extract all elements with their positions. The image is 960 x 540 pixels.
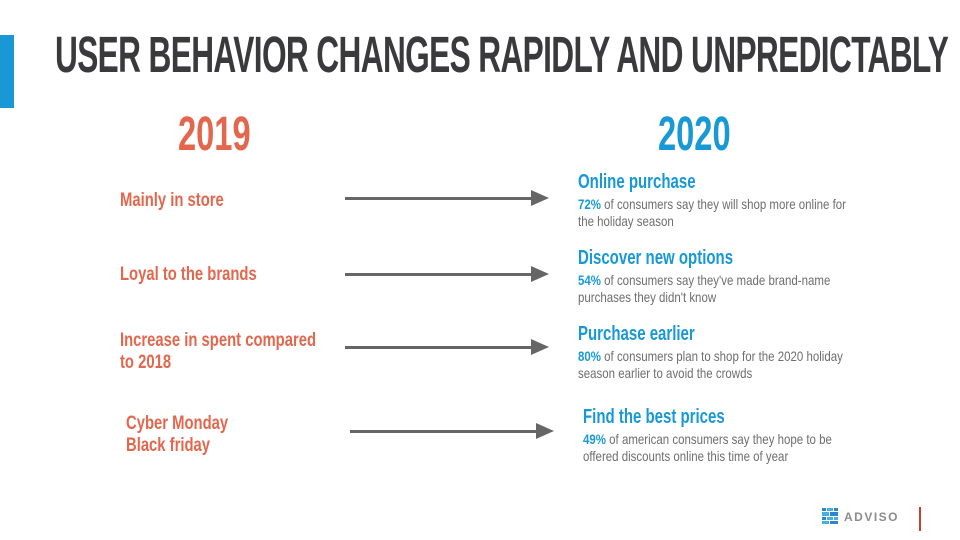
behavior-2019-label: Increase in spent compared to 2018 — [120, 330, 316, 374]
label-line: Black friday — [126, 435, 211, 456]
behavior-2020-heading: Purchase earlier — [578, 323, 695, 345]
behavior-2019-label: Loyal to the brands — [120, 264, 257, 286]
body-line: offered discounts online this time of ye… — [583, 448, 789, 464]
stat-value: 49% — [583, 431, 606, 447]
behavior-2020-heading: Find the best prices — [583, 406, 725, 428]
logo-divider-bar — [919, 507, 921, 531]
stat-value: 72% — [578, 196, 601, 212]
left-accent-bar — [0, 35, 14, 108]
behavior-2020-block: Purchase earlier 80% of consumers plan t… — [578, 322, 948, 382]
behavior-2019-label: Mainly in store — [120, 190, 224, 212]
arrow-right-icon — [350, 423, 554, 439]
behavior-2020-heading: Online purchase — [578, 171, 696, 193]
behavior-2020-body: 80% of consumers plan to shop for the 20… — [578, 348, 881, 382]
behavior-2020-body: 54% of consumers say they've made brand-… — [578, 272, 881, 306]
adviso-logo-text: ADVISO — [844, 510, 900, 524]
body-line: season earlier to avoid the crowds — [578, 365, 753, 381]
label-line: Loyal to the brands — [120, 264, 257, 285]
column-header-2019: 2019 — [178, 108, 251, 161]
column-header-2020: 2020 — [658, 108, 731, 161]
slide-title: USER BEHAVIOR CHANGES RAPIDLY AND UNPRED… — [55, 26, 949, 83]
stat-value: 54% — [578, 272, 601, 288]
body-line: of consumers say they will shop more onl… — [600, 196, 847, 212]
body-line: purchases they didn't know — [578, 289, 717, 305]
body-line: of consumers plan to shop for the 2020 h… — [600, 348, 843, 364]
label-line: Increase in spent compared — [120, 330, 317, 351]
arrow-right-icon — [345, 339, 549, 355]
body-line: of american consumers say they hope to b… — [605, 431, 832, 447]
behavior-2020-body: 49% of american consumers say they hope … — [583, 431, 886, 465]
arrow-right-icon — [345, 190, 549, 206]
body-line: of consumers say they've made brand-name — [600, 272, 831, 288]
stat-value: 80% — [578, 348, 601, 364]
behavior-2019-label: Cyber Monday Black friday — [126, 413, 228, 457]
label-line: to 2018 — [120, 352, 172, 373]
behavior-2020-body: 72% of consumers say they will shop more… — [578, 196, 881, 230]
behavior-2020-heading: Discover new options — [578, 247, 734, 269]
label-line: Mainly in store — [120, 190, 224, 211]
body-line: the holiday season — [578, 213, 674, 229]
arrow-right-icon — [345, 266, 549, 282]
label-line: Cyber Monday — [126, 413, 229, 434]
adviso-logo-icon — [822, 508, 838, 524]
behavior-2020-block: Discover new options 54% of consumers sa… — [578, 246, 948, 306]
behavior-2020-block: Find the best prices 49% of american con… — [583, 405, 953, 465]
behavior-2020-block: Online purchase 72% of consumers say the… — [578, 170, 948, 230]
